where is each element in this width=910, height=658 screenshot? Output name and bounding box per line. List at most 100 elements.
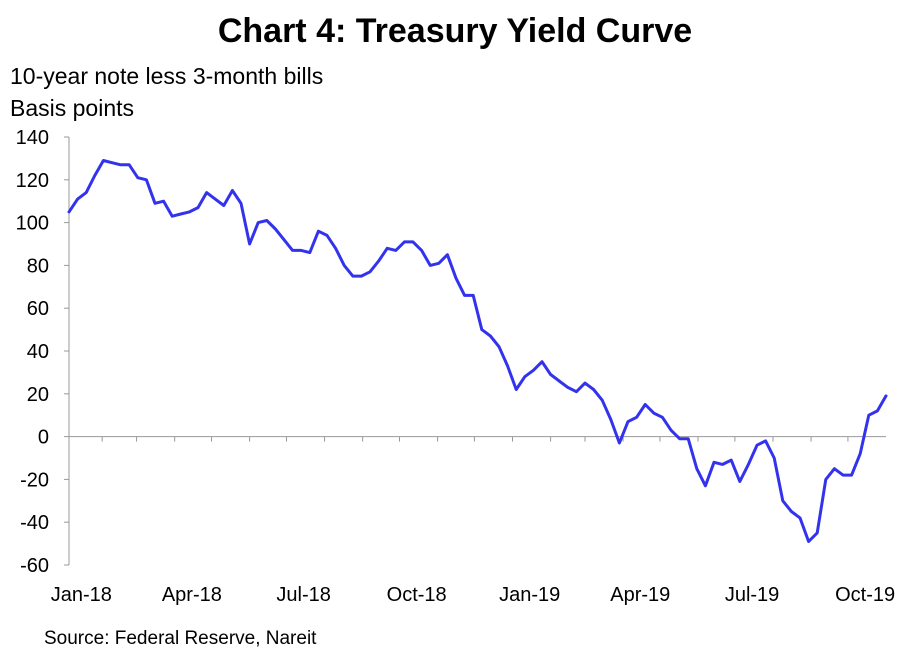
data-point [248,243,251,245]
series-line [67,159,888,543]
data-point [68,211,70,213]
y-tick-label: 120 [16,170,49,192]
y-tick-label: -60 [20,555,49,577]
data-point [782,500,784,502]
data-point [549,373,552,376]
data-point [833,467,836,470]
data-point [799,517,801,519]
y-tick-label: 40 [27,341,49,363]
x-tick-label: Apr-19 [610,584,670,606]
data-point [343,264,346,267]
data-point [730,459,732,461]
data-point [214,198,216,200]
data-point [309,251,311,254]
x-axis: Jan-18 Apr-18 Jul-18 Oct-18 Jan-19 Apr-19 Jul-… [51,436,895,606]
data-point [85,191,87,194]
data-point [472,294,475,297]
data-point [661,416,664,419]
data-point [188,211,191,213]
data-point [326,234,328,237]
y-tick-label: 100 [16,213,49,235]
data-point [678,437,681,440]
data-point [747,463,750,466]
data-point [369,271,371,273]
data-point [420,249,423,252]
data-point [842,474,844,476]
data-point [223,204,225,207]
chart-subtitle: 10-year note less 3-month bills [10,63,324,89]
data-point [154,202,156,205]
data-point [696,467,698,470]
y-axis-label: Basis points [10,95,135,121]
data-point [558,380,560,382]
data-point [266,219,268,222]
data-point [515,388,517,391]
data-point [567,386,569,389]
data-point [283,238,285,241]
data-point [334,247,337,250]
x-tick-label: Jan-19 [499,584,560,606]
data-point [386,247,389,250]
data-point [481,328,483,331]
data-point [498,345,500,348]
data-point [291,249,294,252]
data-point [240,202,242,205]
y-axis: -60 -40 -20 0 20 40 60 80 100 120 140 [16,127,70,577]
data-point [352,275,354,277]
data-point [300,249,303,252]
data-point [162,200,165,202]
x-tick-label: Jul-18 [276,584,330,606]
series [67,159,888,543]
data-point [584,382,586,384]
data-point [541,360,543,363]
data-point [145,179,148,181]
data-point [807,540,810,543]
data-point [102,159,105,162]
data-point [644,403,646,406]
data-point [76,198,79,200]
data-point [868,414,870,417]
data-point [463,294,466,297]
y-tick-label: -40 [20,512,49,534]
data-point [885,395,887,397]
data-point [592,388,595,391]
y-tick-label: 0 [38,427,49,449]
data-point [506,365,509,367]
x-tick-label: Oct-18 [387,584,447,606]
x-tick-label: Jul-19 [725,584,779,606]
data-point [119,164,122,166]
data-point [756,444,758,447]
data-point [859,452,861,455]
data-point [171,215,173,217]
data-point [257,221,260,224]
data-point [94,174,96,177]
y-tick-label: -20 [20,469,49,491]
data-point [739,480,741,483]
data-point [575,390,578,393]
data-point [446,253,449,256]
y-tick-label: 80 [27,255,49,277]
data-point [455,277,457,280]
data-point [627,420,629,423]
x-tick-label: Oct-19 [835,584,895,606]
y-tick-label: 60 [27,298,49,320]
data-point [850,474,853,476]
data-point [489,335,492,337]
data-point [610,418,612,421]
data-point [377,260,380,262]
data-point [317,230,320,232]
data-point [670,429,672,432]
data-point [137,176,139,179]
data-point [635,416,638,419]
data-point [687,437,689,440]
data-point [205,191,208,194]
data-point [395,249,397,252]
data-point [231,189,234,192]
data-point [773,457,775,459]
data-point [403,241,406,243]
data-point [360,275,363,277]
data-point [128,164,130,166]
data-point [876,410,879,412]
data-point [713,461,715,464]
